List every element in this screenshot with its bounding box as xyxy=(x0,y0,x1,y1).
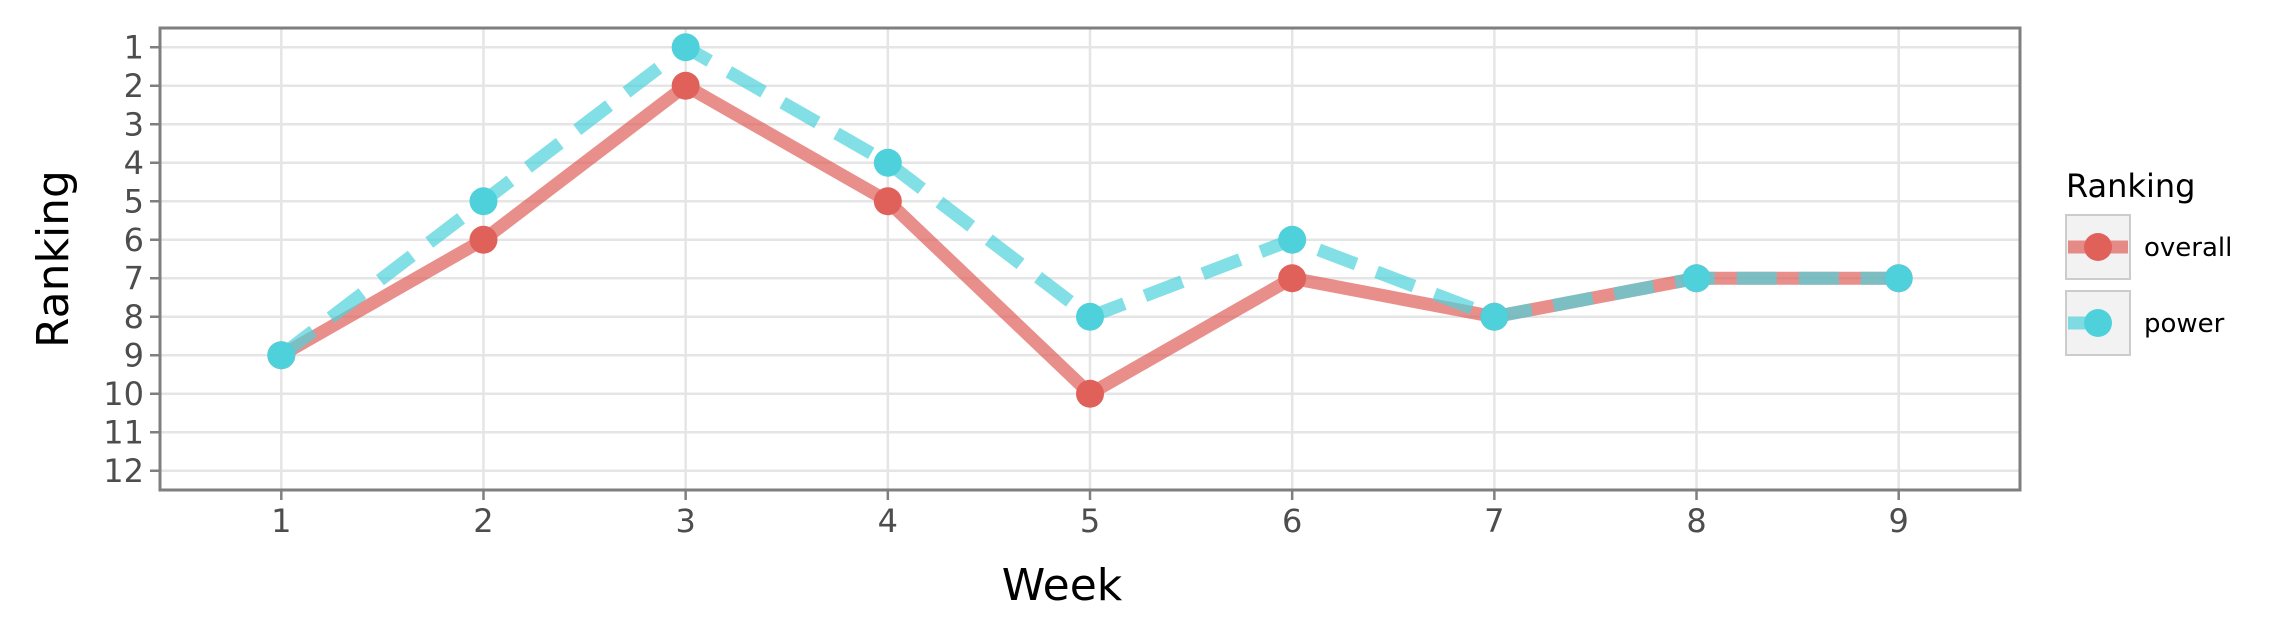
data-point-overall xyxy=(873,187,902,216)
data-point-power xyxy=(1278,225,1307,254)
legend-key-point-overall xyxy=(2084,233,2112,261)
y-tick-label: 8 xyxy=(124,298,144,336)
y-tick-label: 12 xyxy=(103,452,144,490)
x-axis-title: Week xyxy=(1002,560,1123,611)
x-tick-label: 5 xyxy=(1080,502,1100,540)
x-tick-label: 8 xyxy=(1686,502,1706,540)
x-tick-label: 7 xyxy=(1484,502,1504,540)
y-tick-label: 2 xyxy=(124,67,144,105)
y-tick-label: 11 xyxy=(103,413,144,451)
data-point-overall xyxy=(1278,264,1307,293)
legend: Ranking overall power xyxy=(2065,167,2232,356)
series-points xyxy=(267,33,1913,408)
y-tick-label: 10 xyxy=(103,375,144,413)
y-tick-label: 4 xyxy=(124,144,144,182)
data-point-power xyxy=(1076,302,1104,331)
data-point-power xyxy=(1884,264,1913,293)
data-point-power xyxy=(671,33,700,62)
data-point-power xyxy=(1682,264,1711,293)
y-tick-label: 7 xyxy=(124,259,144,297)
x-tick-label: 1 xyxy=(271,502,291,540)
y-tick-label: 9 xyxy=(124,336,144,374)
data-point-power xyxy=(873,148,902,177)
data-point-overall xyxy=(671,71,700,100)
x-tick-label: 6 xyxy=(1282,502,1302,540)
data-point-overall xyxy=(1076,379,1104,408)
grid-lines xyxy=(160,28,2020,490)
y-axis-title: Ranking xyxy=(28,170,79,348)
legend-key-point-power xyxy=(2084,309,2112,337)
x-tick-label: 4 xyxy=(878,502,898,540)
legend-title: Ranking xyxy=(2066,167,2195,205)
legend-label-power: power xyxy=(2144,309,2225,339)
data-point-power xyxy=(1480,302,1509,331)
x-tick-label: 9 xyxy=(1889,502,1909,540)
y-tick-label: 6 xyxy=(124,221,144,259)
x-tick-label: 2 xyxy=(473,502,493,540)
y-tick-label: 1 xyxy=(124,28,144,66)
data-point-power xyxy=(267,341,296,370)
data-point-overall xyxy=(469,225,498,254)
y-tick-label: 5 xyxy=(124,182,144,220)
data-point-power xyxy=(469,187,498,216)
x-tick-label: 3 xyxy=(675,502,695,540)
x-axis: 1 2 3 4 5 6 7 8 9 xyxy=(271,490,1909,540)
legend-label-overall: overall xyxy=(2144,233,2232,263)
y-tick-label: 3 xyxy=(124,105,144,143)
